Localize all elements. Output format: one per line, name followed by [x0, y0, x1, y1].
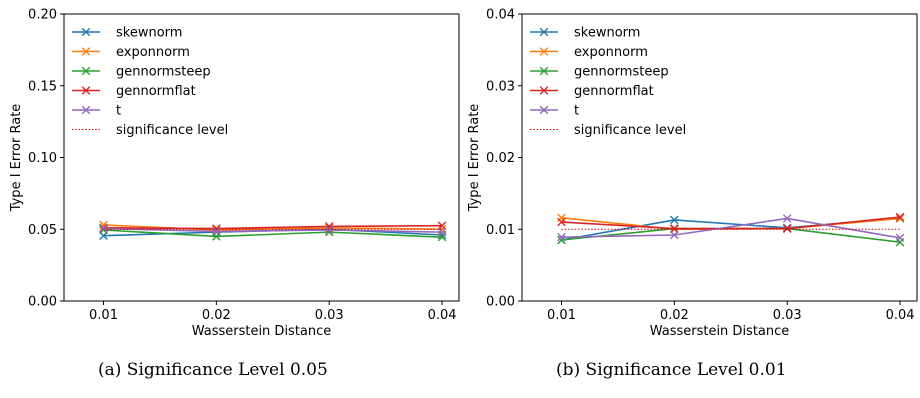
data-point-gennormflat — [670, 224, 679, 233]
y-tick-label: 0.20 — [28, 8, 57, 23]
legend-label: exponnorm — [116, 45, 190, 60]
data-point-t — [557, 232, 566, 242]
series-line-t — [103, 227, 443, 233]
series-line-t — [561, 217, 901, 239]
legend-marker — [81, 27, 91, 37]
data-point-t — [437, 227, 447, 237]
series-line-gennormflat — [103, 224, 443, 230]
legend-marker — [81, 66, 91, 76]
y-axis-label: Type I Error Rate — [467, 104, 482, 213]
data-point-gennormflat — [557, 217, 566, 227]
y-tick-label: 0.00 — [28, 295, 57, 310]
x-tick-label: 0.02 — [202, 308, 231, 323]
series-line-gennormsteep — [103, 229, 443, 238]
data-point-gennormflat — [782, 224, 792, 233]
legend-marker — [81, 86, 91, 95]
x-tick-label: 0.01 — [547, 308, 576, 323]
data-point-t — [324, 225, 334, 235]
legend-label: gennormsteep — [574, 65, 669, 80]
data-point-gennormflat — [437, 221, 447, 230]
caption-b: (b) Significance Level 0.01 — [556, 360, 787, 380]
legend-marker — [539, 86, 549, 95]
data-point-t — [782, 214, 792, 223]
legend-label: t — [574, 104, 579, 119]
legend-label: gennormflat — [116, 84, 196, 99]
x-tick-label: 0.01 — [89, 308, 118, 323]
legend-label: exponnorm — [574, 45, 648, 60]
legend-label: skewnorm — [574, 26, 640, 41]
legend-marker — [81, 47, 91, 56]
x-tick-label: 0.02 — [660, 308, 689, 323]
caption-a: (a) Significance Level 0.05 — [98, 360, 328, 380]
series-line-gennormflat — [561, 216, 901, 230]
legend-label: t — [116, 104, 121, 119]
x-tick-label: 0.04 — [428, 308, 457, 323]
data-point-gennormflat — [895, 212, 905, 222]
x-tick-label: 0.04 — [886, 308, 915, 323]
legend-marker — [81, 105, 91, 115]
legend-marker — [539, 27, 549, 37]
y-tick-label: 0.02 — [486, 151, 515, 166]
x-axis-label: Wasserstein Distance — [650, 324, 790, 339]
y-tick-label: 0.04 — [486, 8, 515, 23]
y-axis-label: Type I Error Rate — [9, 104, 24, 213]
legend-label: significance level — [574, 123, 686, 138]
chart-panel-b: 0.00 0.01 0.02 0.03 0.04 0.01 0.02 0.03 0.04 Wass… — [467, 8, 918, 339]
legend-label: gennormflat — [574, 84, 654, 99]
y-tick-label: 0.03 — [486, 79, 515, 94]
legend-marker — [539, 105, 549, 115]
data-point-exponnorm — [212, 225, 221, 235]
x-tick-label: 0.03 — [315, 308, 344, 323]
y-tick-label: 0.10 — [28, 151, 57, 166]
y-tick-label: 0.01 — [486, 223, 515, 238]
legend-label: significance level — [116, 123, 228, 138]
data-point-t — [895, 233, 905, 243]
legend-marker — [539, 66, 549, 76]
legend-marker — [539, 47, 549, 56]
data-point-t — [99, 224, 108, 233]
legend: skewnorm exponnorm gennormsteep gennormflat… — [72, 26, 228, 138]
y-tick-label: 0.05 — [28, 223, 57, 238]
data-point-exponnorm — [895, 214, 905, 223]
legend-label: skewnorm — [116, 26, 182, 41]
x-tick-label: 0.03 — [773, 308, 802, 323]
legend: skewnorm exponnorm gennormsteep gennormflat… — [530, 26, 686, 138]
data-point-t — [670, 230, 679, 240]
x-axis-label: Wasserstein Distance — [192, 324, 332, 339]
data-point-skewnorm — [670, 215, 679, 225]
chart-panel-a: 0.00 0.05 0.10 0.15 0.20 0.01 0.02 0.03 0.04 Wass… — [9, 8, 460, 339]
legend-label: gennormsteep — [116, 65, 211, 80]
y-tick-label: 0.15 — [28, 79, 57, 94]
y-tick-label: 0.00 — [486, 295, 515, 310]
